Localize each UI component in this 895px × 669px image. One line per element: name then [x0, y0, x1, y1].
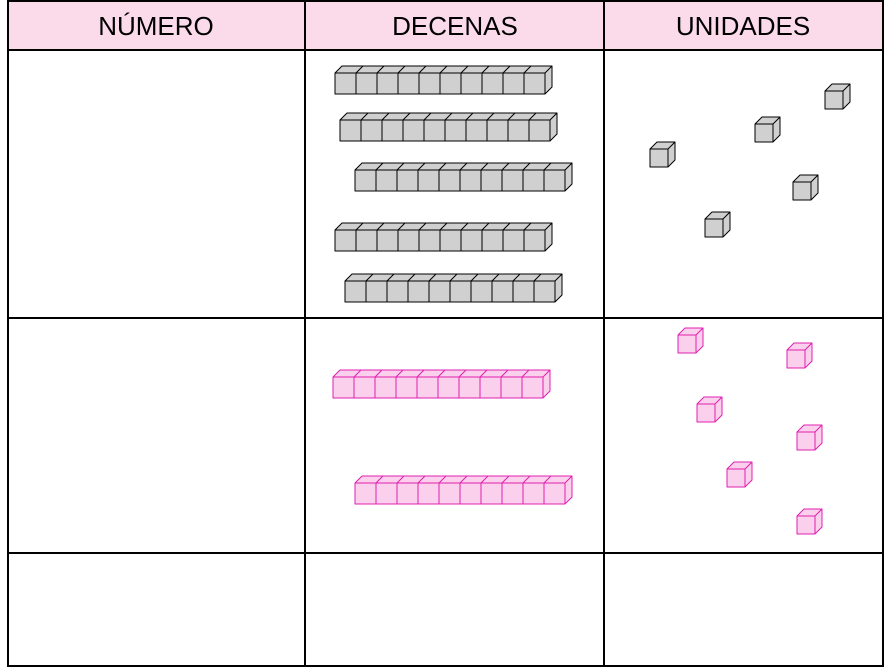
ten-rod [354, 475, 573, 505]
cube [677, 327, 704, 354]
ten-rod [344, 273, 563, 303]
header-cell: DECENAS [392, 11, 518, 41]
cube [792, 174, 819, 201]
header-cell: UNIDADES [676, 11, 810, 41]
base-ten-blocks [332, 65, 851, 535]
header-cell: NÚMERO [98, 11, 214, 41]
cube [649, 141, 676, 168]
cube [796, 424, 823, 451]
ten-rod [334, 222, 553, 252]
cube [696, 396, 723, 423]
table-grid [7, 0, 884, 667]
cube [824, 83, 851, 110]
cube [754, 116, 781, 143]
cube [786, 342, 813, 369]
ten-rod [339, 112, 558, 142]
ten-rod [354, 162, 573, 192]
ten-rod [332, 369, 551, 399]
cube [704, 211, 731, 238]
header-background [8, 1, 883, 50]
cube [726, 461, 753, 488]
cube [796, 508, 823, 535]
ten-rod [334, 65, 553, 95]
